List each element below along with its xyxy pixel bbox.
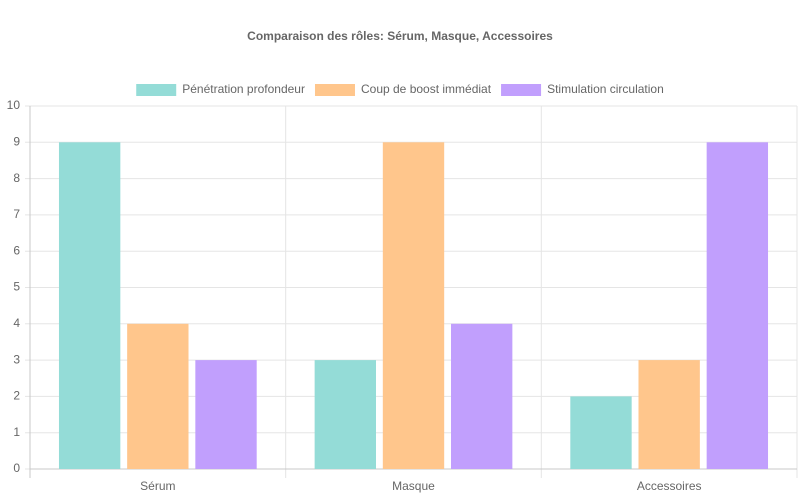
y-tick-label: 1 xyxy=(13,425,20,439)
y-tick-label: 8 xyxy=(13,171,20,185)
x-tick-label: Masque xyxy=(392,479,435,493)
bar xyxy=(706,142,769,470)
bar xyxy=(195,360,257,469)
y-tick-label: 6 xyxy=(13,243,20,257)
legend-label: Pénétration profondeur xyxy=(182,82,305,96)
y-tick-label: 10 xyxy=(7,98,21,112)
bar xyxy=(58,142,121,470)
y-tick-label: 5 xyxy=(13,280,20,294)
bar xyxy=(382,142,445,470)
legend-swatch xyxy=(314,84,355,96)
legend-label: Stimulation circulation xyxy=(547,82,664,96)
bar xyxy=(127,323,189,469)
x-tick-label: Accessoires xyxy=(637,479,702,493)
legend-swatch xyxy=(501,84,542,96)
chart-title: Comparaison des rôles: Sérum, Masque, Ac… xyxy=(247,29,553,43)
bar xyxy=(450,323,513,469)
y-tick-label: 3 xyxy=(13,352,20,366)
y-tick-label: 4 xyxy=(13,316,20,330)
bar xyxy=(314,360,377,469)
y-tick-label: 2 xyxy=(13,389,20,403)
y-tick-label: 7 xyxy=(13,207,20,221)
y-tick-label: 9 xyxy=(13,134,20,148)
bar xyxy=(570,396,632,469)
x-tick-label: Sérum xyxy=(140,479,175,493)
legend-label: Coup de boost immédiat xyxy=(361,82,492,96)
legend-swatch xyxy=(136,84,177,96)
y-tick-label: 0 xyxy=(13,461,20,475)
bar xyxy=(638,360,700,469)
